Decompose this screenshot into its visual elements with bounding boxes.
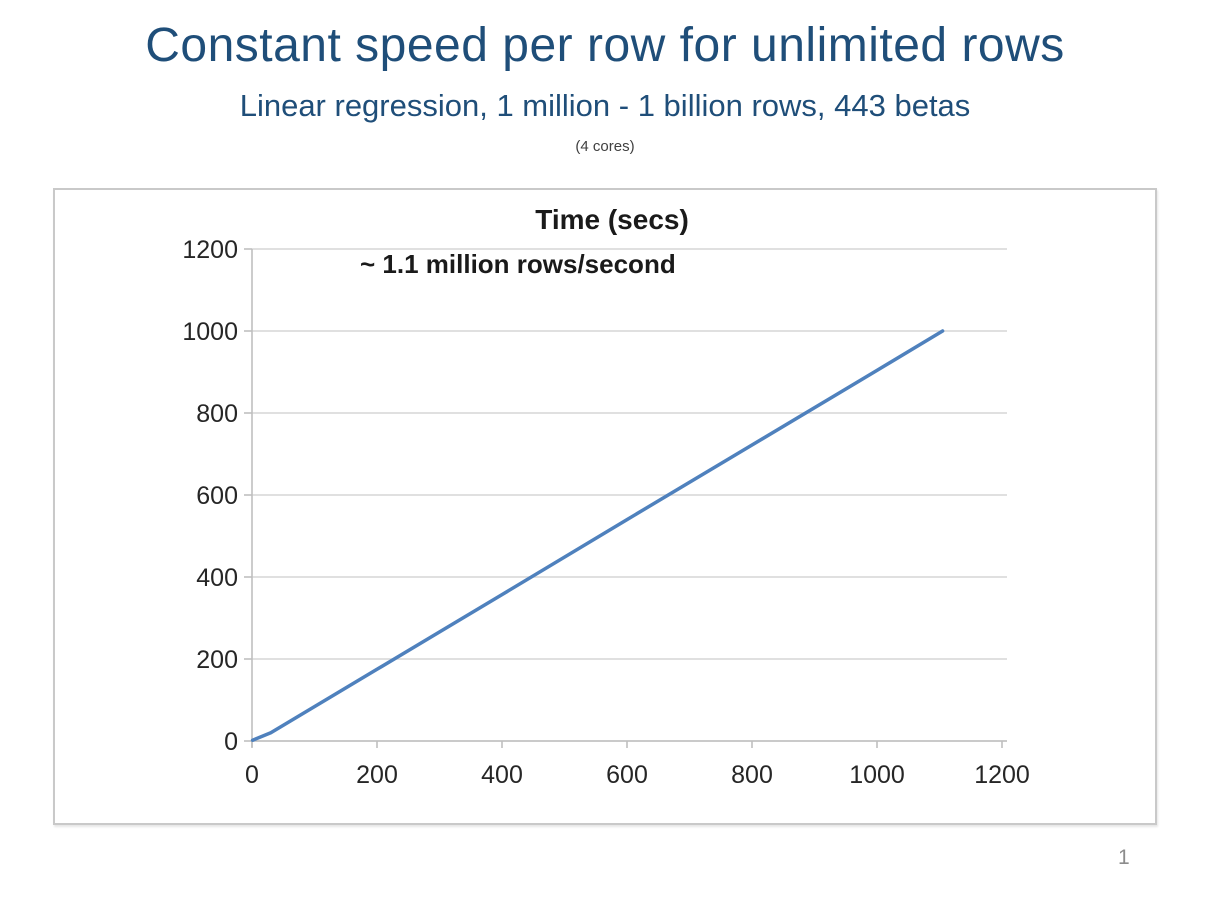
chart-annotation: ~ 1.1 million rows/second: [360, 249, 676, 279]
y-tick-label-600: 600: [196, 482, 238, 510]
chart-frame: Time (secs) ~ 1.1 million rows/second 0 2…: [53, 188, 1157, 825]
y-tick-label-400: 400: [196, 564, 238, 592]
y-tick-label-800: 800: [196, 400, 238, 428]
x-tick-label-600: 600: [606, 761, 648, 789]
x-tick-label-0: 0: [245, 761, 259, 789]
chart-title: Time (secs): [535, 204, 689, 235]
data-line-0: [250, 329, 945, 742]
y-tick-label-200: 200: [196, 646, 238, 674]
x-tick-label-800: 800: [731, 761, 773, 789]
y-tick-label-1200: 1200: [182, 236, 238, 264]
slide-caption: (4 cores): [575, 138, 635, 155]
x-tick-label-1200: 1200: [974, 761, 1030, 789]
page-number: 1: [1118, 846, 1130, 869]
x-tick-label-1000: 1000: [849, 761, 905, 789]
x-tick-label-400: 400: [481, 761, 523, 789]
x-tick-label-200: 200: [356, 761, 398, 789]
chart-svg: 0 200 400 600 800 1000 1200 0 200 400 600 800 1000 12…: [182, 236, 1030, 789]
y-tick-label-1000: 1000: [182, 318, 238, 346]
slide-subtitle: Linear regression, 1 million - 1 billion…: [239, 88, 971, 123]
slide-title: Constant speed per row for unlimited row…: [145, 19, 1065, 72]
y-tick-label-0: 0: [224, 728, 238, 756]
